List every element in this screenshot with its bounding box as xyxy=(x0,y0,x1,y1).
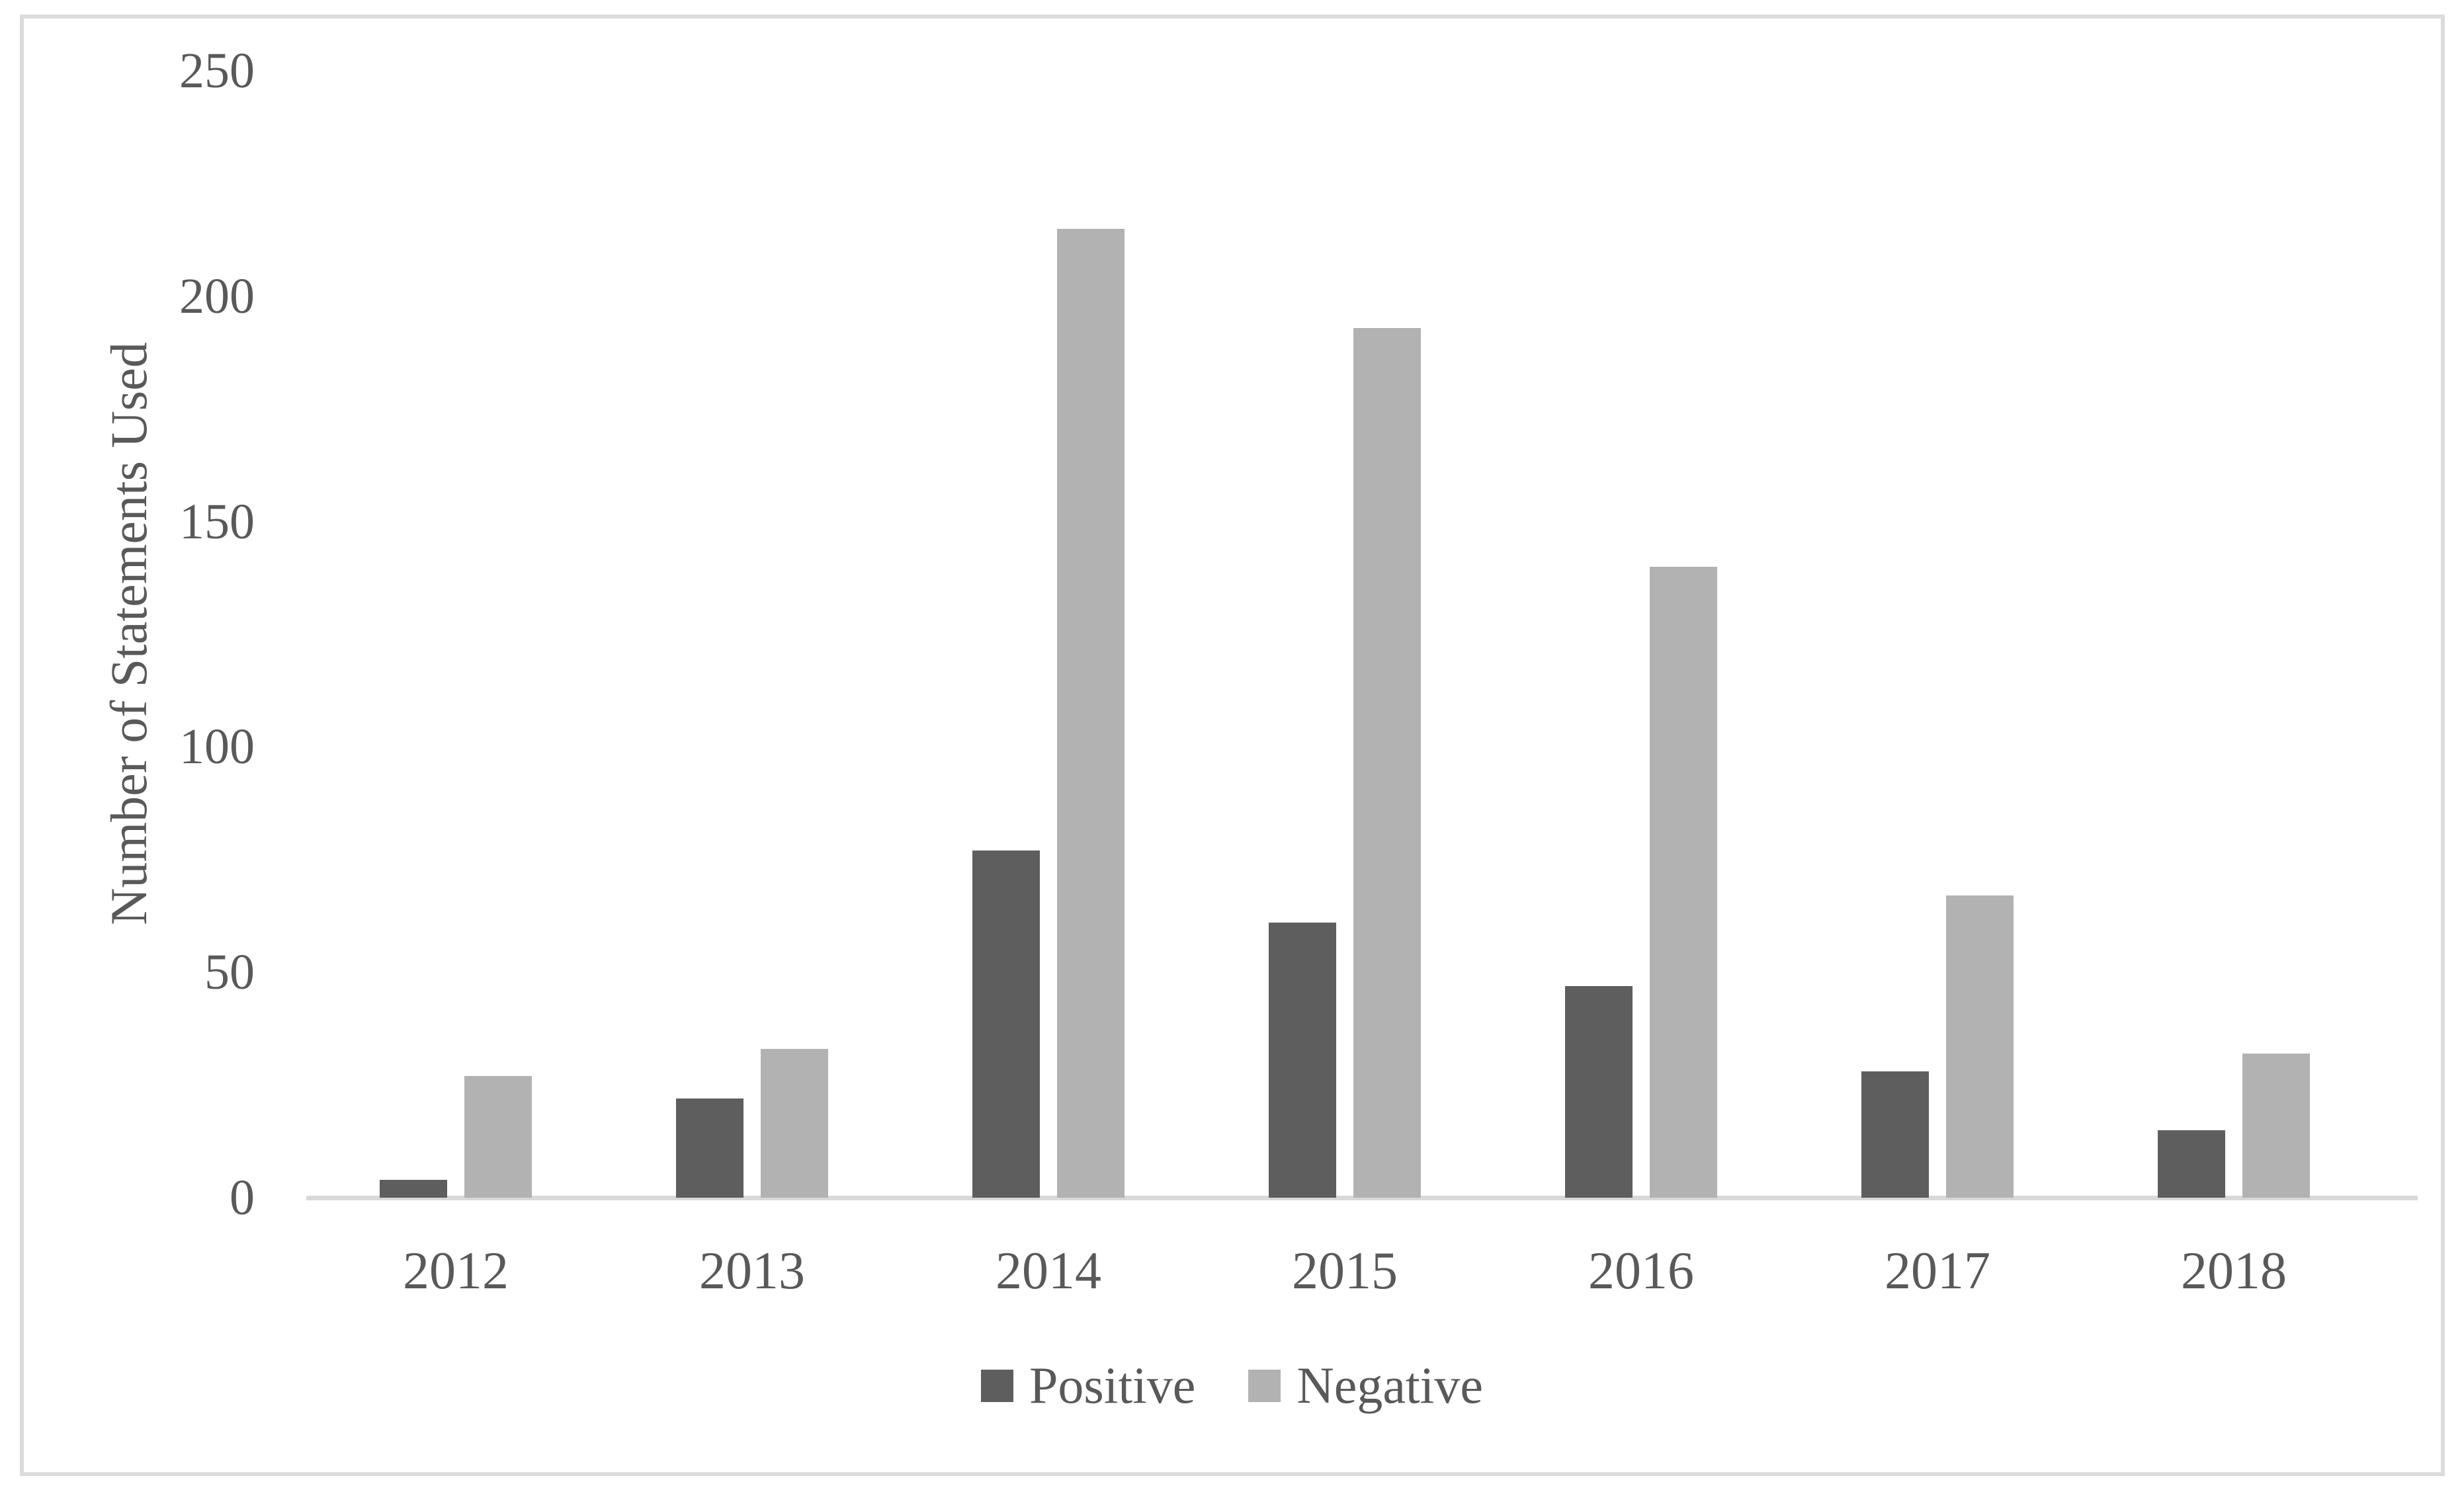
y-axis-tick-label: 100 xyxy=(179,719,255,775)
figure-frame-border xyxy=(20,15,2445,1476)
y-axis-tick-label: 50 xyxy=(204,944,255,1001)
bar-negative-2014 xyxy=(1057,229,1125,1198)
y-axis-tick-label: 200 xyxy=(179,268,255,324)
legend: Positive Negative xyxy=(0,1349,2464,1422)
x-axis-line xyxy=(306,1196,2418,1200)
x-axis-tick-label-2013: 2013 xyxy=(699,1242,805,1300)
bar-positive-2012 xyxy=(380,1180,447,1198)
x-axis-tick-label-2015: 2015 xyxy=(1292,1242,1398,1300)
bar-negative-2013 xyxy=(761,1049,828,1198)
bar-positive-2013 xyxy=(676,1098,743,1198)
x-axis-tick-label-2016: 2016 xyxy=(1588,1242,1694,1300)
y-axis-tick-label: 250 xyxy=(179,43,255,99)
bar-positive-2018 xyxy=(2158,1130,2225,1198)
x-axis-tick-label-2018: 2018 xyxy=(2181,1242,2287,1300)
y-axis-title: Number of Statements Used xyxy=(100,342,157,925)
bar-negative-2016 xyxy=(1650,567,1717,1198)
legend-item-positive: Positive xyxy=(981,1360,1195,1411)
bar-positive-2015 xyxy=(1269,923,1336,1198)
x-axis-tick-label-2014: 2014 xyxy=(996,1242,1101,1300)
bar-negative-2012 xyxy=(464,1076,532,1198)
bar-positive-2017 xyxy=(1861,1071,1929,1198)
y-axis-tick-label: 150 xyxy=(179,493,255,550)
legend-item-negative: Negative xyxy=(1248,1360,1483,1411)
legend-swatch-positive xyxy=(981,1369,1014,1402)
bar-positive-2014 xyxy=(972,850,1040,1198)
legend-label: Negative xyxy=(1296,1356,1483,1414)
x-axis-tick-label-2017: 2017 xyxy=(1885,1242,1990,1300)
legend-swatch-negative xyxy=(1248,1369,1281,1402)
bar-positive-2016 xyxy=(1565,986,1633,1198)
y-axis-tick-label: 0 xyxy=(230,1170,255,1225)
bar-negative-2018 xyxy=(2242,1054,2310,1198)
x-axis-tick-label-2012: 2012 xyxy=(403,1242,509,1300)
bar-negative-2015 xyxy=(1353,328,1421,1198)
legend-label: Positive xyxy=(1029,1356,1196,1414)
bar-negative-2017 xyxy=(1946,895,2014,1198)
